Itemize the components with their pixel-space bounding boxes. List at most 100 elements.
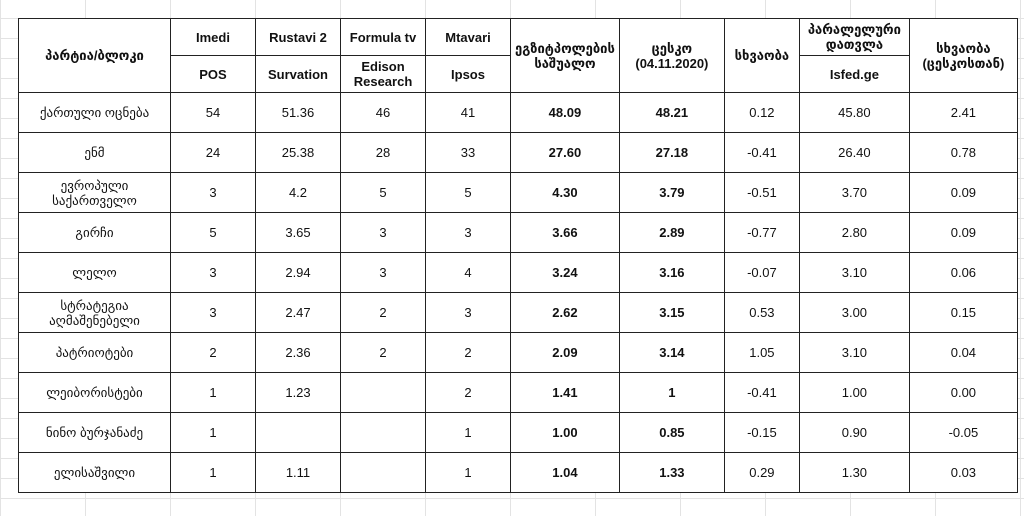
value-cell: 1.05: [723, 332, 800, 373]
header-cell: Ipsos: [425, 55, 511, 93]
value-cell: 25.38: [255, 132, 341, 173]
value-cell: 27.18: [618, 132, 725, 173]
party-cell: ნინო ბურჯანაძე: [18, 412, 171, 453]
value-cell: 28: [340, 132, 426, 173]
value-cell: -0.07: [723, 252, 800, 293]
value-cell: 3.65: [255, 212, 341, 253]
value-cell: 3: [425, 292, 511, 333]
value-cell: 3.16: [618, 252, 725, 293]
value-cell: 2.41: [908, 92, 1018, 133]
value-cell: [340, 452, 426, 493]
value-cell: 3: [340, 252, 426, 293]
value-cell: 3.15: [618, 292, 725, 333]
value-cell: 48.09: [510, 92, 620, 133]
value-cell: 3.10: [798, 252, 910, 293]
party-cell: გირჩი: [18, 212, 171, 253]
header-cell: Edison Research: [340, 55, 426, 93]
header-cell: პარალელური დათვლა: [798, 18, 910, 56]
value-cell: 2.94: [255, 252, 341, 293]
data-row: ლეიბორისტები 1 1.23 2 1.41 1 -0.41 1.00 0.00: [18, 372, 1018, 413]
value-cell: 41: [425, 92, 511, 133]
value-cell: 3.00: [798, 292, 910, 333]
value-cell: 1: [170, 412, 256, 453]
header-cell: Imedi: [170, 18, 256, 56]
value-cell: 33: [425, 132, 511, 173]
value-cell: 45.80: [798, 92, 910, 133]
data-row: ელისაშვილი 1 1.11 1 1.04 1.33 0.29 1.30 0.03: [18, 452, 1018, 493]
header-cell: პარტია/ბლოკი: [18, 18, 171, 93]
value-cell: 1: [170, 372, 256, 413]
header-cell: Formula tv: [340, 18, 426, 56]
value-cell: 27.60: [510, 132, 620, 173]
value-cell: 5: [425, 172, 511, 213]
data-row: ქართული ოცნება 54 51.36 46 41 48.09 48.21 0.12 4…: [18, 92, 1018, 133]
header-cell: Rustavi 2: [255, 18, 341, 56]
value-cell: 2.80: [798, 212, 910, 253]
results-table: პარტია/ბლოკი Imedi Rustavi 2 Formula tv Mtav…: [18, 18, 1018, 493]
value-cell: 46: [340, 92, 426, 133]
value-cell: 0.85: [618, 412, 725, 453]
value-cell: 0.04: [908, 332, 1018, 373]
value-cell: 2.62: [510, 292, 620, 333]
value-cell: 2.09: [510, 332, 620, 373]
value-cell: 1.11: [255, 452, 341, 493]
header-cell: Survation: [255, 55, 341, 93]
value-cell: -0.77: [723, 212, 800, 253]
value-cell: 1.41: [510, 372, 620, 413]
table-wrap: პარტია/ბლოკი Imedi Rustavi 2 Formula tv Mtav…: [18, 18, 1018, 493]
value-cell: 5: [340, 172, 426, 213]
value-cell: -0.51: [723, 172, 800, 213]
value-cell: 2.36: [255, 332, 341, 373]
header-row: პარტია/ბლოკი Imedi Rustavi 2 Formula tv Mtav…: [18, 18, 1018, 93]
value-cell: -0.41: [723, 372, 800, 413]
value-cell: 2: [170, 332, 256, 373]
value-cell: 2.89: [618, 212, 725, 253]
party-cell: ლეიბორისტები: [18, 372, 171, 413]
value-cell: 3: [170, 292, 256, 333]
value-cell: 3.14: [618, 332, 725, 373]
value-cell: 4: [425, 252, 511, 293]
value-cell: 4.2: [255, 172, 341, 213]
header-cell: POS: [170, 55, 256, 93]
value-cell: 0.15: [908, 292, 1018, 333]
header-cell: ეგზიტპოლების საშუალო: [510, 18, 620, 93]
party-cell: ლელო: [18, 252, 171, 293]
value-cell: 0.53: [723, 292, 800, 333]
value-cell: 24: [170, 132, 256, 173]
value-cell: 3.70: [798, 172, 910, 213]
value-cell: 3.10: [798, 332, 910, 373]
value-cell: 3: [170, 172, 256, 213]
value-cell: 1: [425, 412, 511, 453]
value-cell: 2: [425, 332, 511, 373]
data-row: ლელო 3 2.94 3 4 3.24 3.16 -0.07 3.10 0.06: [18, 252, 1018, 293]
data-row: ევროპული საქართველო 3 4.2 5 5 4.30 3.79 -0.51 3.…: [18, 172, 1018, 213]
value-cell: 3.66: [510, 212, 620, 253]
value-cell: 0.29: [723, 452, 800, 493]
value-cell: 48.21: [618, 92, 725, 133]
value-cell: 2.47: [255, 292, 341, 333]
value-cell: 1.00: [510, 412, 620, 453]
party-cell: პატრიოტები: [18, 332, 171, 373]
value-cell: 1: [170, 452, 256, 493]
value-cell: 3: [340, 212, 426, 253]
value-cell: 3.79: [618, 172, 725, 213]
value-cell: 3: [170, 252, 256, 293]
value-cell: 1: [425, 452, 511, 493]
party-cell: ევროპული საქართველო: [18, 172, 171, 213]
party-cell: ენმ: [18, 132, 171, 173]
value-cell: 1.33: [618, 452, 725, 493]
header-cell: სხვაობა (ცესკოსთან): [908, 18, 1018, 93]
data-row: ენმ 24 25.38 28 33 27.60 27.18 -0.41 26.40 0.78: [18, 132, 1018, 173]
value-cell: 2: [425, 372, 511, 413]
value-cell: 2: [340, 292, 426, 333]
header-cell: ცესკო (04.11.2020): [618, 18, 725, 93]
value-cell: 0.00: [908, 372, 1018, 413]
value-cell: 1.04: [510, 452, 620, 493]
value-cell: [255, 412, 341, 453]
data-row: ნინო ბურჯანაძე 1 1 1.00 0.85 -0.15 0.90 -0.05: [18, 412, 1018, 453]
value-cell: 1.30: [798, 452, 910, 493]
value-cell: 5: [170, 212, 256, 253]
value-cell: 2: [340, 332, 426, 373]
value-cell: 0.90: [798, 412, 910, 453]
